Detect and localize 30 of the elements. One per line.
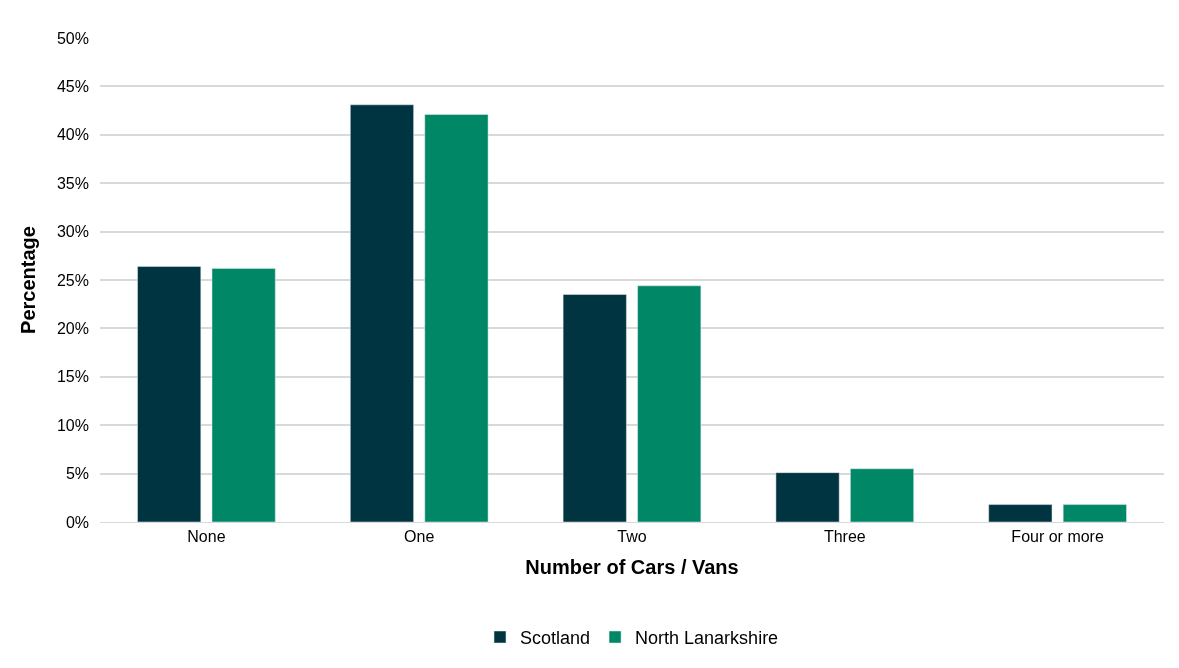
legend-label: Scotland <box>520 628 591 649</box>
y-tick-label: 50% <box>56 29 89 47</box>
bar <box>637 285 702 522</box>
y-tick-label: 20% <box>56 320 89 337</box>
x-axis-title: Number of Cars / Vans <box>525 555 739 578</box>
bar <box>137 266 202 522</box>
bar <box>1062 504 1127 522</box>
y-tick-label: 30% <box>56 223 89 241</box>
bar <box>988 504 1053 522</box>
bar <box>424 114 489 522</box>
x-tick-label: One <box>404 528 435 546</box>
y-tick-label: 10% <box>56 416 89 434</box>
y-tick-label: 25% <box>56 271 89 289</box>
y-tick-label: 40% <box>56 126 89 144</box>
y-tick-label: 0% <box>65 513 89 531</box>
y-tick-label: 35% <box>56 174 89 192</box>
bar <box>350 104 414 522</box>
y-tick-label: 15% <box>56 368 89 386</box>
legend-label: North Lanarkshire <box>635 628 779 649</box>
x-tick-label: Two <box>617 528 647 546</box>
y-axis-title: Percentage <box>17 226 40 334</box>
bar <box>775 472 840 522</box>
x-tick-label: Four or more <box>1011 528 1104 546</box>
bar <box>211 268 276 522</box>
bar <box>850 468 914 522</box>
y-tick-label: 45% <box>56 78 89 95</box>
bar <box>562 294 627 522</box>
x-tick-label: Three <box>823 528 866 546</box>
y-tick-label: 5% <box>65 465 89 483</box>
x-tick-label: None <box>187 528 226 546</box>
